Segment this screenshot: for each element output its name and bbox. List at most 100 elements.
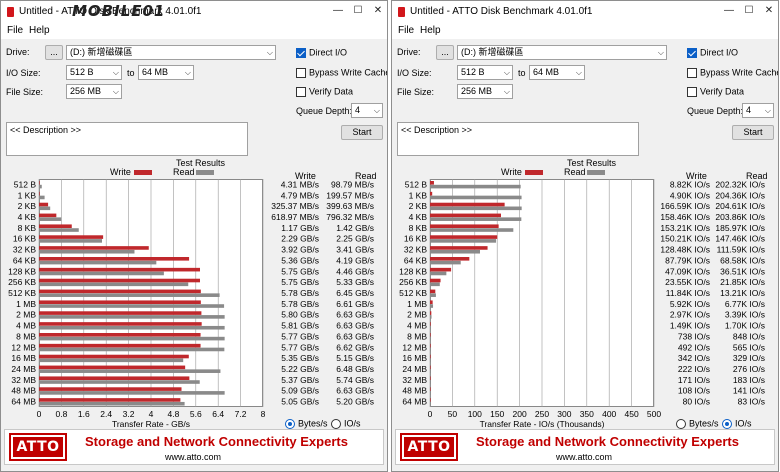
write-value-label: 150.21K IO/s [660, 234, 710, 244]
read-value-label: 6.63 GB/s [336, 321, 374, 331]
write-bar [430, 322, 431, 326]
write-bar [430, 300, 433, 305]
verify-data-checkbox[interactable]: Verify Data [687, 86, 744, 98]
menu-bar: File Help [1, 23, 387, 39]
file-size-select[interactable]: 256 MB ⌵ [66, 84, 122, 99]
menu-help[interactable]: Help [420, 25, 441, 36]
file-size-value: 256 MB [70, 86, 102, 96]
read-bar [430, 228, 514, 232]
read-value-label: 276 IO/s [733, 364, 765, 374]
read-bar [430, 184, 521, 189]
start-button[interactable]: Start [732, 125, 774, 140]
radio-dot[interactable] [331, 418, 341, 429]
checkbox-box[interactable] [687, 67, 697, 78]
io-size-to-select[interactable]: 64 MB ⌵ [529, 65, 585, 80]
y-category-label: 4 MB [407, 321, 427, 331]
io-per-sec-radio[interactable]: IO/s [722, 418, 752, 429]
y-category-label: 64 KB [404, 255, 427, 265]
drive-select[interactable]: (D:) 新增磁碟區 ⌵ [457, 45, 667, 60]
title-bar[interactable]: Untitled - ATTO Disk Benchmark 4.01.0f1 —… [392, 1, 778, 23]
read-value-label: 848 IO/s [733, 331, 765, 341]
checkbox-label: Direct I/O [700, 47, 739, 58]
x-tick-label: 100 [468, 409, 482, 419]
start-button[interactable]: Start [341, 125, 383, 140]
io-size-to-select[interactable]: 64 MB ⌵ [138, 65, 194, 80]
bytes-per-sec-radio[interactable]: Bytes/s [676, 418, 719, 429]
checkbox-box[interactable] [687, 86, 697, 97]
bypass-write-cache-checkbox[interactable]: Bypass Write Cache [687, 67, 778, 79]
read-bar [39, 369, 221, 373]
atto-window-io: Untitled - ATTO Disk Benchmark 4.01.0f1 —… [391, 0, 779, 472]
checkbox-label: Direct I/O [309, 47, 348, 58]
write-value-label: 5.75 GB/s [281, 266, 319, 276]
read-value-label: 6.62 GB/s [336, 342, 374, 352]
chevron-down-icon: ⌵ [503, 68, 510, 77]
read-value-label: 13.21K IO/s [720, 288, 765, 298]
checkbox-box[interactable] [296, 67, 306, 78]
description-textarea[interactable]: << Description >> [397, 122, 639, 156]
write-column-header: Write [295, 171, 316, 181]
write-value-label: 1.49K IO/s [670, 321, 710, 331]
bytes-per-sec-radio[interactable]: Bytes/s [285, 418, 328, 429]
write-bar [430, 213, 501, 218]
drive-browse-button[interactable]: ... [45, 45, 63, 60]
radio-dot[interactable] [285, 418, 295, 429]
write-bar [39, 181, 40, 185]
read-value-label: 141 IO/s [733, 386, 765, 396]
banner-slogan: Storage and Network Connectivity Experts [476, 434, 739, 449]
write-value-label: 166.59K IO/s [660, 201, 710, 211]
title-bar[interactable]: Untitled - ATTO Disk Benchmark 4.01.0f1 —… [1, 1, 387, 23]
queue-depth-select[interactable]: 4 ⌵ [742, 103, 774, 118]
banner-url[interactable]: www.atto.com [556, 452, 613, 462]
drive-browse-button[interactable]: ... [436, 45, 454, 60]
read-value-label: 204.61K IO/s [715, 201, 765, 211]
x-tick-label: 450 [625, 409, 639, 419]
write-value-label: 738 IO/s [678, 331, 710, 341]
chevron-down-icon: ⌵ [373, 106, 380, 115]
close-icon[interactable]: ✕ [764, 5, 774, 16]
atto-logo: ATTO [9, 433, 67, 461]
x-tick-label: 500 [647, 409, 661, 419]
queue-depth-select[interactable]: 4 ⌵ [351, 103, 383, 118]
read-value-label: 111.59K IO/s [717, 245, 765, 255]
checkbox-box[interactable] [687, 47, 697, 58]
io-size-from-select[interactable]: 512 B ⌵ [66, 65, 122, 80]
write-value-label: 2.29 GB/s [281, 234, 319, 244]
minimize-icon[interactable]: — [333, 5, 343, 16]
queue-depth-label: Queue Depth: [296, 106, 353, 116]
legend-read-swatch [196, 170, 214, 175]
menu-file[interactable]: File [7, 25, 24, 36]
radio-dot[interactable] [676, 418, 686, 429]
y-category-label: 12 MB [11, 342, 36, 352]
read-value-label: 68.58K IO/s [720, 255, 765, 265]
close-icon[interactable]: ✕ [373, 5, 383, 16]
menu-help[interactable]: Help [29, 25, 50, 36]
maximize-icon[interactable]: ☐ [353, 5, 363, 16]
maximize-icon[interactable]: ☐ [744, 5, 754, 16]
banner-url[interactable]: www.atto.com [165, 452, 222, 462]
write-bar [39, 354, 189, 359]
checkbox-box[interactable] [296, 86, 306, 97]
direct-io-checkbox[interactable]: Direct I/O [687, 47, 738, 59]
radio-label: IO/s [344, 418, 361, 429]
minimize-icon[interactable]: — [724, 5, 734, 16]
description-textarea[interactable]: << Description >> [6, 122, 248, 156]
bypass-write-cache-checkbox[interactable]: Bypass Write Cache [296, 67, 387, 79]
checkbox-box[interactable] [296, 47, 306, 58]
radio-dot[interactable] [722, 418, 732, 429]
file-size-select[interactable]: 256 MB ⌵ [457, 84, 513, 99]
read-bar [430, 260, 461, 265]
y-category-label: 64 MB [402, 397, 427, 407]
menu-file[interactable]: File [398, 25, 415, 36]
checkbox-label: Verify Data [309, 86, 354, 97]
direct-io-checkbox[interactable]: Direct I/O [296, 47, 347, 59]
y-category-label: 64 KB [13, 255, 36, 265]
y-category-label: 1 KB [18, 190, 37, 200]
verify-data-checkbox[interactable]: Verify Data [296, 86, 353, 98]
io-size-from-select[interactable]: 512 B ⌵ [457, 65, 513, 80]
legend-write-swatch [525, 170, 543, 175]
read-value-label: 4.46 GB/s [336, 266, 374, 276]
io-per-sec-radio[interactable]: IO/s [331, 418, 361, 429]
drive-select[interactable]: (D:) 新增磁碟區 ⌵ [66, 45, 276, 60]
legend-write-label: Write [501, 167, 522, 177]
